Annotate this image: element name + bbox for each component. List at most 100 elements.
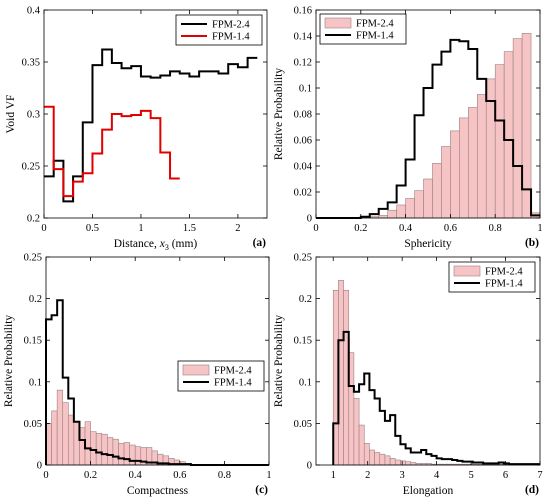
panel-label: (b) bbox=[525, 237, 539, 249]
y-axis-label: Relative Probability bbox=[273, 68, 285, 161]
legend-label: FPM-1.4 bbox=[214, 378, 252, 389]
x-tick-label: 0.8 bbox=[218, 470, 231, 481]
x-axis-label: Compactness bbox=[127, 485, 189, 497]
y-tick-label: 0.1 bbox=[299, 84, 312, 95]
x-tick-label: 1 bbox=[331, 470, 336, 481]
y-tick-label: 0.25 bbox=[24, 253, 42, 264]
histogram-bar bbox=[107, 437, 114, 466]
y-tick-label: 0 bbox=[307, 214, 312, 225]
y-tick-label: 0.25 bbox=[22, 162, 40, 173]
chart-panel-a: 0 0.5 1 1.5 2 0.2 0.25 0.3 0.35 0.4 Distance, x3 (… bbox=[5, 6, 268, 252]
histogram-bar bbox=[51, 410, 58, 466]
axes-frame bbox=[315, 256, 541, 466]
histogram-bar bbox=[405, 461, 412, 466]
x-tick-label: 0 bbox=[43, 470, 48, 481]
panel-label: (c) bbox=[255, 484, 268, 496]
legend-label: FPM-1.4 bbox=[485, 279, 523, 290]
histogram-bar bbox=[394, 459, 401, 466]
panel-label: (d) bbox=[525, 484, 539, 496]
histogram-bar bbox=[101, 433, 108, 466]
histogram-bar bbox=[396, 204, 406, 219]
y-tick-label: 0.4 bbox=[27, 6, 41, 17]
legend-swatch bbox=[182, 364, 210, 376]
x-tick-label: 0.4 bbox=[129, 470, 143, 481]
y-tick-label: 0.25 bbox=[294, 253, 312, 264]
histogram-bar bbox=[423, 178, 433, 219]
y-tick-label: 0.15 bbox=[24, 336, 42, 347]
histogram-bar bbox=[353, 398, 360, 466]
histogram-bar bbox=[441, 146, 451, 219]
x-tick-label: 0 bbox=[41, 223, 46, 234]
histogram-bar bbox=[112, 438, 119, 466]
y-tick-label: 0.08 bbox=[294, 110, 312, 121]
legend-label: FPM-1.4 bbox=[356, 31, 394, 42]
x-tick-label: 0 bbox=[313, 223, 318, 234]
histogram-bar bbox=[118, 443, 125, 466]
chart-panel-d: 1 2 3 4 5 6 7 0 0.05 0.1 0.15 0.2 0.25 Elongation Rela… bbox=[273, 253, 543, 498]
x-tick-label: 7 bbox=[537, 470, 542, 481]
histogram-bar bbox=[432, 163, 442, 219]
y-tick-label: 0.2 bbox=[299, 294, 312, 305]
x-tick-label: 0.5 bbox=[86, 223, 99, 234]
histogram-bar bbox=[129, 444, 136, 466]
x-tick-label: 0.4 bbox=[399, 223, 413, 234]
legend-label: FPM-2.4 bbox=[212, 20, 250, 31]
x-tick-label: 3 bbox=[400, 470, 405, 481]
histogram-bar bbox=[384, 455, 391, 466]
x-tick-label: 2 bbox=[365, 470, 370, 481]
histogram-bar bbox=[459, 117, 469, 219]
panel-label: (a) bbox=[253, 237, 267, 249]
histogram-bar bbox=[503, 51, 514, 219]
x-tick-label: 0.8 bbox=[489, 223, 502, 234]
y-tick-label: 0.04 bbox=[294, 162, 313, 173]
axes-frame bbox=[45, 256, 270, 466]
y-tick-label: 0.35 bbox=[22, 58, 40, 69]
y-tick-label: 0.05 bbox=[24, 419, 42, 430]
histogram-bar bbox=[389, 458, 396, 466]
histogram-bar bbox=[400, 460, 406, 466]
x-tick-label: 4 bbox=[434, 470, 440, 481]
legend-box bbox=[175, 14, 263, 46]
histogram-bar bbox=[414, 190, 424, 219]
y-tick-label: 0.14 bbox=[294, 32, 313, 43]
y-tick-label: 0.16 bbox=[294, 6, 312, 17]
x-tick-label: 1 bbox=[537, 223, 542, 234]
x-tick-label: 5 bbox=[468, 470, 473, 481]
y-tick-label: 0.1 bbox=[29, 377, 42, 388]
legend-label: FPM-2.4 bbox=[214, 366, 252, 377]
series-line-fpm-1.4 bbox=[44, 105, 180, 198]
legend-label: FPM-2.4 bbox=[356, 19, 394, 30]
y-tick-label: 0.12 bbox=[294, 58, 312, 69]
x-tick-label: 2 bbox=[235, 223, 240, 234]
y-tick-label: 0.02 bbox=[294, 188, 312, 199]
histogram-bar bbox=[405, 198, 415, 219]
x-tick-label: 1.5 bbox=[183, 223, 196, 234]
y-tick-label: 0.05 bbox=[294, 419, 312, 430]
x-tick-label: 1 bbox=[138, 223, 143, 234]
histogram-bar bbox=[485, 78, 496, 219]
chart-panel-c: 0 0.2 0.4 0.6 0.8 1 0 0.05 0.1 0.15 0.2 0.25 Compact… bbox=[3, 253, 272, 498]
x-axis-label: Sphericity bbox=[404, 238, 452, 250]
histogram-bar bbox=[56, 389, 64, 466]
legend-swatch bbox=[324, 17, 352, 29]
x-tick-label: 0.2 bbox=[354, 223, 367, 234]
y-axis-label: Relative Probability bbox=[273, 315, 285, 408]
legend-label: FPM-2.4 bbox=[485, 267, 523, 278]
y-axis-label: Relative Probability bbox=[3, 315, 15, 408]
series-line-fpm-1.4 bbox=[316, 38, 540, 219]
y-tick-label: 0 bbox=[307, 461, 312, 472]
histogram-bar bbox=[374, 452, 381, 466]
histogram-bar bbox=[369, 449, 375, 466]
histogram-bar bbox=[494, 64, 505, 219]
y-tick-label: 0 bbox=[37, 461, 42, 472]
x-tick-label: 1 bbox=[266, 470, 271, 481]
histogram-bar bbox=[379, 453, 386, 466]
x-tick-label: 0.6 bbox=[444, 223, 457, 234]
y-tick-label: 0.2 bbox=[29, 294, 42, 305]
histogram-bar bbox=[358, 424, 365, 466]
